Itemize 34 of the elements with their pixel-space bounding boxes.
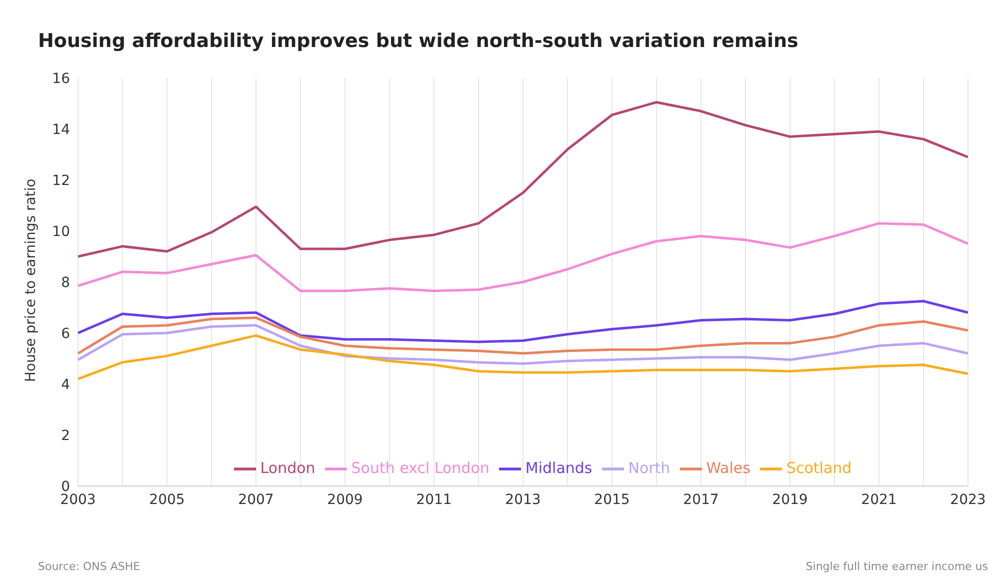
legend-label: South excl London [351, 459, 490, 478]
y-tick-label: 12 [52, 172, 70, 189]
y-tick-label: 4 [61, 376, 70, 393]
x-tick-label: 2023 [950, 492, 986, 508]
line-series [78, 334, 968, 380]
line-series [78, 100, 968, 258]
x-tick-label: 2011 [416, 492, 452, 508]
y-tick-label: 6 [61, 326, 70, 342]
text: Single full time earner income us [806, 560, 988, 573]
source-note: Source: ONS ASHE [38, 560, 140, 573]
legend-label: Midlands [525, 459, 592, 478]
line-series [78, 300, 968, 344]
y-tick-label: 2 [61, 428, 70, 444]
x-tick-label: 2019 [772, 492, 808, 508]
legend-label: North [628, 459, 670, 478]
chart-title: Housing affordability improves but wide north-south variation remains [38, 30, 798, 52]
legend-label: Wales [706, 459, 750, 478]
x-tick-label: 2015 [594, 492, 630, 508]
x-tick-label: 2005 [149, 492, 185, 508]
line-series [78, 316, 968, 355]
x-tick-label: 2013 [505, 492, 541, 508]
y-tick-label: 8 [61, 274, 70, 291]
line-series [78, 222, 968, 292]
legend-label: London [260, 459, 316, 478]
legend-label: Scotland [786, 459, 852, 478]
line-series [78, 324, 968, 365]
x-tick-label: 2007 [238, 492, 274, 508]
x-tick-label: 2021 [861, 492, 897, 508]
x-tick-label: 2009 [327, 492, 363, 508]
y-axis-title: House price to earnings ratio [22, 178, 39, 382]
y-tick-label: 16 [52, 70, 70, 87]
y-tick-label: 14 [52, 122, 70, 138]
y-tick-label: 10 [52, 224, 70, 240]
x-tick-label: 2017 [683, 492, 719, 508]
